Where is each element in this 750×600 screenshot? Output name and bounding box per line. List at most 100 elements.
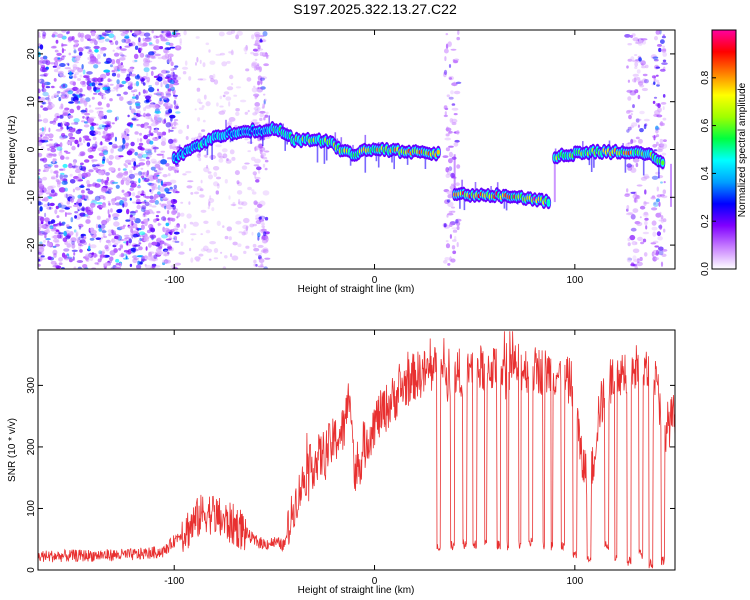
noise-speck [216,183,220,189]
noise-speck [222,225,225,228]
noise-speck [453,113,458,116]
noise-speck [643,200,647,206]
noise-speck [224,255,228,259]
noise-speck [157,237,162,240]
noise-speck [154,200,159,205]
noise-speck [120,68,127,74]
noise-speck [97,101,103,106]
noise-speck [42,35,46,40]
noise-speck [70,122,76,125]
noise-speck [244,52,247,55]
noise-speck [448,210,452,214]
noise-speck [188,201,191,205]
noise-speck [90,244,97,249]
noise-speck [141,190,145,194]
noise-speck [70,96,74,102]
noise-speck [254,102,260,107]
noise-speck [162,197,169,201]
noise-speck [449,223,453,228]
noise-speck [109,79,113,82]
noise-speck [44,126,47,132]
noise-speck [159,186,166,192]
noise-speck [133,112,137,115]
ridge-streak [262,132,264,146]
noise-speck [106,83,110,88]
noise-speck [220,251,223,254]
noise-speck [107,241,112,247]
noise-speck [171,146,178,150]
noise-speck [243,46,248,52]
noise-speck [42,107,49,111]
noise-speck [115,58,121,64]
noise-speck [124,34,130,40]
noise-speck [56,234,62,239]
noise-speck [254,253,261,256]
noise-speck [38,141,43,147]
noise-speck [221,109,226,113]
noise-speck [91,160,95,163]
noise-speck [61,42,64,48]
noise-speck [448,77,453,80]
noise-speck [210,78,215,83]
noise-speck [452,229,458,233]
ridge-streak [364,149,367,173]
noise-speck [64,67,72,70]
noise-speck [66,256,73,259]
noise-speck [229,74,234,80]
noise-speck [109,89,116,92]
noise-speck [73,252,76,256]
noise-speck [53,234,58,239]
noise-speck [59,168,64,171]
noise-speck [126,240,129,246]
colorbar-tick-label: 0.0 [700,262,711,276]
noise-speck [49,202,55,207]
noise-speck [78,202,82,207]
noise-speck [133,172,140,176]
noise-speck [117,62,121,67]
noise-speck [98,83,103,86]
noise-speck [235,220,242,225]
noise-speck [153,196,157,201]
noise-speck [60,155,65,160]
noise-speck [57,122,61,127]
noise-speck [150,174,154,181]
noise-speck [150,158,157,163]
noise-speck [80,32,85,38]
noise-speck [153,254,158,259]
noise-speck [53,61,59,67]
noise-speck [113,221,120,227]
noise-speck [120,48,127,51]
noise-speck [206,164,209,169]
noise-speck [109,98,113,102]
colorbar [711,29,737,270]
noise-speck [49,206,52,210]
noise-speck [73,161,76,166]
noise-speck [47,147,51,151]
noise-speck [98,207,103,210]
noise-speck [228,101,231,107]
noise-speck [652,56,659,60]
noise-speck [98,227,102,232]
noise-speck [99,142,104,146]
noise-speck [171,74,179,78]
noise-speck [266,56,269,59]
noise-speck [92,136,97,141]
noise-speck [81,172,88,178]
noise-speck [72,204,79,208]
noise-speck [129,214,133,218]
noise-speck [252,223,257,227]
noise-speck [662,59,667,63]
noise-speck [121,38,126,43]
noise-speck [630,167,637,173]
noise-speck [661,62,668,65]
noise-speck [637,94,641,100]
noise-speck [127,68,134,73]
noise-speck [163,30,170,34]
noise-speck [130,232,133,237]
noise-speck [159,34,163,38]
noise-speck [75,129,82,135]
ridge-streak [463,193,466,211]
noise-speck [145,115,151,120]
noise-speck [200,233,203,236]
ridge-streak [590,151,593,172]
